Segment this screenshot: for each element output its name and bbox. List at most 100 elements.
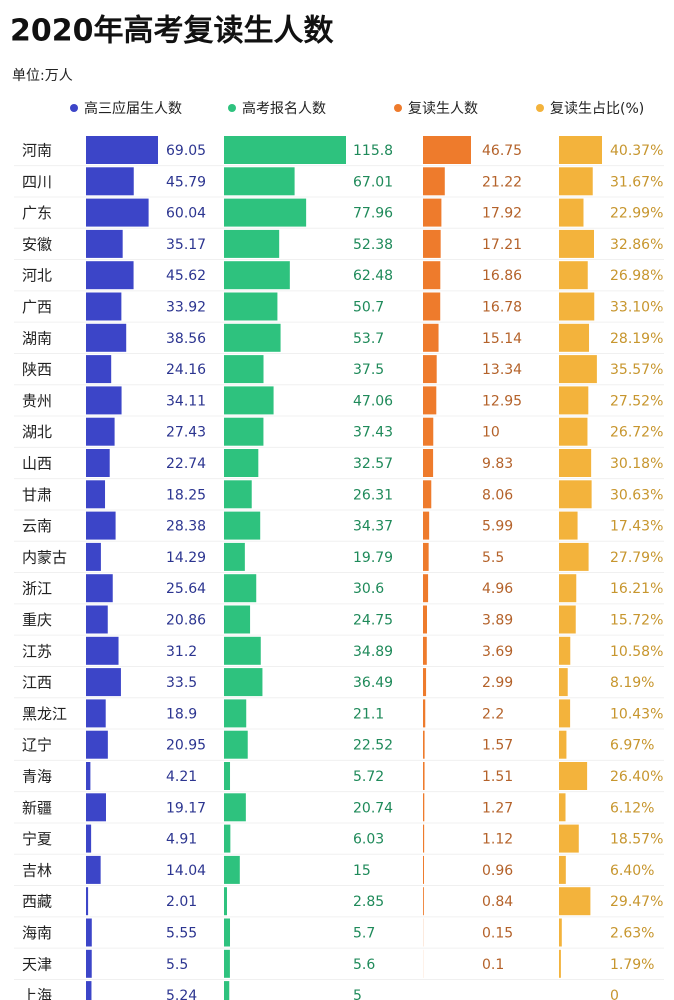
value-label: 1.12	[482, 832, 513, 848]
bar	[559, 167, 593, 196]
value-label: 16.86	[482, 268, 522, 284]
bar	[559, 449, 592, 477]
legend-dot	[394, 104, 402, 112]
bar	[224, 136, 346, 164]
row-label: 四川	[22, 173, 52, 191]
value-label: 36.49	[353, 675, 393, 691]
value-label: 0.15	[482, 926, 513, 942]
row-label: 西藏	[22, 893, 52, 911]
bar	[224, 981, 230, 1000]
bar	[224, 949, 230, 978]
value-label: 10	[482, 425, 500, 441]
bar	[86, 292, 122, 321]
value-label: 26.98%	[610, 268, 663, 284]
row-label: 陕西	[22, 361, 52, 379]
row-label: 河南	[22, 142, 52, 160]
value-label: 22.74	[166, 456, 206, 472]
bar	[86, 261, 134, 290]
bar	[423, 824, 425, 853]
value-label: 2.85	[353, 894, 384, 910]
value-label: 26.40%	[610, 769, 663, 785]
bar	[559, 636, 571, 665]
value-label: 35.17	[166, 237, 206, 253]
value-label: 12.95	[482, 393, 522, 409]
value-label: 5.7	[353, 926, 375, 942]
value-label: 34.37	[353, 519, 393, 535]
value-label: 4.96	[482, 581, 513, 597]
bar	[224, 261, 290, 290]
bar	[224, 198, 307, 227]
row-label: 安徽	[22, 235, 52, 253]
value-label: 17.21	[482, 237, 522, 253]
bar	[224, 887, 228, 916]
legend-dot	[536, 104, 544, 112]
bar	[559, 511, 578, 540]
bar	[86, 355, 112, 384]
value-label: 62.48	[353, 268, 393, 284]
bar	[224, 323, 281, 352]
value-label: 18.57%	[610, 832, 663, 848]
chart-title: 2020年高考复读生人数	[10, 14, 334, 49]
value-label: 14.04	[166, 863, 206, 879]
bar	[86, 229, 123, 258]
bar	[559, 887, 591, 916]
bar	[423, 167, 445, 196]
bar	[559, 198, 584, 227]
value-label: 26.72%	[610, 425, 663, 441]
bar	[86, 762, 91, 790]
value-label: 24.16	[166, 362, 206, 378]
bar	[86, 855, 101, 884]
value-label: 37.5	[353, 362, 384, 378]
value-label: 27.79%	[610, 550, 663, 566]
bar	[559, 668, 568, 697]
value-label: 40.37%	[610, 143, 663, 159]
bar	[559, 136, 602, 164]
row-label: 黑龙江	[22, 705, 67, 723]
bar	[224, 229, 280, 258]
value-label: 18.9	[166, 706, 197, 722]
bar	[86, 542, 101, 571]
value-label: 5.5	[482, 550, 504, 566]
value-label: 33.92	[166, 300, 206, 316]
bar	[423, 730, 425, 759]
bar	[224, 449, 259, 477]
legend-dot	[70, 104, 78, 112]
bar	[423, 793, 425, 822]
bar	[86, 480, 106, 509]
bar	[224, 605, 251, 634]
value-label: 115.8	[353, 143, 393, 159]
bar	[224, 762, 231, 790]
bar	[86, 887, 89, 916]
bar	[224, 918, 231, 947]
value-label: 5.6	[353, 957, 375, 973]
row-label: 海南	[22, 924, 52, 942]
bar	[423, 417, 434, 446]
bar	[86, 198, 149, 227]
bar	[224, 574, 257, 603]
row-label: 湖北	[22, 423, 52, 441]
bar	[423, 355, 437, 384]
value-label: 16.78	[482, 300, 522, 316]
bar	[423, 762, 425, 790]
bar	[423, 198, 442, 227]
value-label: 2.01	[166, 894, 197, 910]
row-label: 云南	[22, 517, 52, 535]
value-label: 45.79	[166, 174, 206, 190]
value-label: 29.47%	[610, 894, 663, 910]
value-label: 20.86	[166, 613, 206, 629]
value-label: 17.92	[482, 206, 522, 222]
value-label: 28.19%	[610, 331, 663, 347]
bar	[559, 824, 579, 853]
value-label: 22.52	[353, 738, 393, 754]
bar	[423, 511, 430, 540]
bar	[86, 668, 121, 697]
value-label: 2.2	[482, 706, 504, 722]
bar	[559, 229, 595, 258]
bar	[224, 542, 245, 571]
bar	[86, 793, 106, 822]
value-label: 38.56	[166, 331, 206, 347]
value-label: 1.27	[482, 800, 513, 816]
row-label: 辽宁	[22, 736, 52, 754]
value-label: 0.84	[482, 894, 513, 910]
